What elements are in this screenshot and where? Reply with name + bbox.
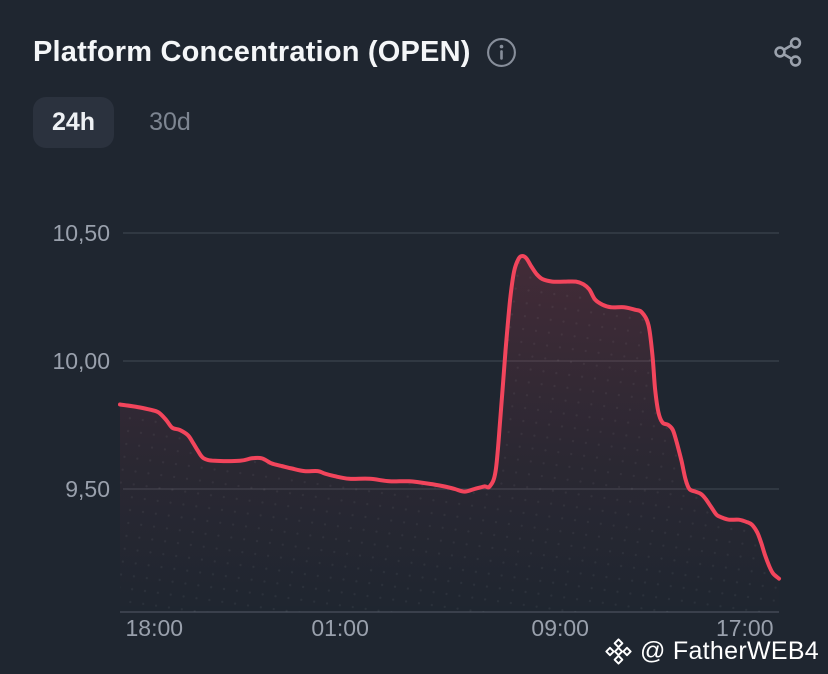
info-button[interactable] [486,37,517,68]
tab-24h[interactable]: 24h [33,97,115,148]
share-button[interactable] [770,34,806,70]
x-axis-tick-label: 01:00 [311,615,369,641]
x-axis-tick-label: 17:00 [716,615,774,641]
tab-30d[interactable]: 30d [149,108,191,136]
x-axis-tick-label: 09:00 [531,615,589,641]
series-line [118,254,781,581]
binance-logo-icon [605,638,632,665]
page-title: Platform Concentration (OPEN) [33,35,471,68]
card-header: Platform Concentration (OPEN) [33,34,806,70]
x-axis-tick-label: 18:00 [125,615,183,641]
chart-canvas[interactable]: 10,50 10,00 9,50 18:00 01:00 09:00 17:00 [0,200,828,674]
info-icon [486,37,516,67]
series-area-texture [120,256,779,612]
time-range-tabs: 24h 30d [33,97,191,148]
y-axis-tick-label: 10,00 [52,348,110,374]
share-icon [774,37,802,67]
watermark: @ FatherWEB4 [604,637,819,666]
y-axis-tick-label: 9,50 [65,476,110,502]
y-axis-tick-label: 10,50 [52,220,110,246]
watermark-text: @ FatherWEB4 [639,637,819,665]
